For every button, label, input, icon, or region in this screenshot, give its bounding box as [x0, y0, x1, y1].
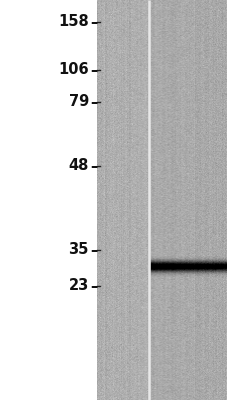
Text: 106: 106 — [58, 62, 89, 78]
Text: –: – — [90, 158, 97, 174]
Text: 79: 79 — [68, 94, 89, 110]
Text: –: – — [90, 62, 97, 78]
Text: –: – — [90, 14, 97, 30]
Text: –: – — [90, 278, 97, 294]
Text: –: – — [90, 94, 97, 110]
Text: 35: 35 — [68, 242, 89, 258]
Text: –: – — [90, 242, 97, 258]
Text: 48: 48 — [68, 158, 89, 174]
Text: 23: 23 — [68, 278, 89, 294]
Text: 158: 158 — [58, 14, 89, 30]
